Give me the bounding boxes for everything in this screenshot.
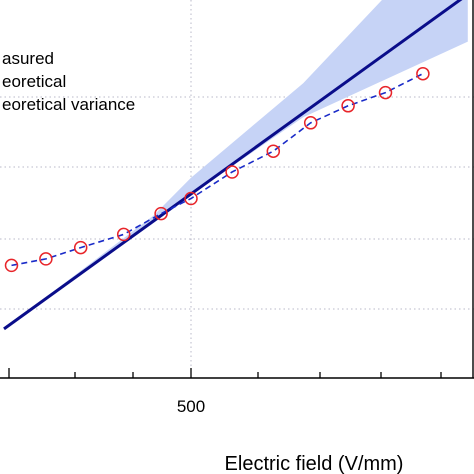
measured-point-5 — [184, 191, 198, 206]
measured-point-10 — [378, 85, 393, 100]
measured-point-3 — [116, 227, 131, 242]
legend-entry-2: eoretical variance — [2, 95, 135, 114]
measured-point-1 — [39, 252, 53, 266]
measured-point-9 — [341, 99, 355, 113]
axes — [0, 0, 474, 379]
x-axis-label: Electric field (V/mm) — [225, 453, 404, 474]
measured-point-7 — [266, 144, 281, 158]
measured-point-0 — [4, 258, 19, 273]
measured-point-8 — [303, 116, 318, 130]
measured-point-2 — [73, 240, 88, 255]
measured-point-11 — [416, 66, 430, 81]
measured-markers — [4, 66, 430, 273]
measured-point-6 — [225, 165, 239, 179]
legend-entry-0: asured — [2, 49, 54, 68]
legend-entry-1: eoretical — [2, 72, 66, 91]
x-ticks: 500 — [8, 368, 442, 416]
x-tick-label-0: 500 — [177, 397, 205, 416]
theoretical-line — [3, 0, 463, 331]
legend: asured eoretical eoretical variance — [2, 49, 135, 114]
measured-point-4 — [154, 206, 168, 221]
